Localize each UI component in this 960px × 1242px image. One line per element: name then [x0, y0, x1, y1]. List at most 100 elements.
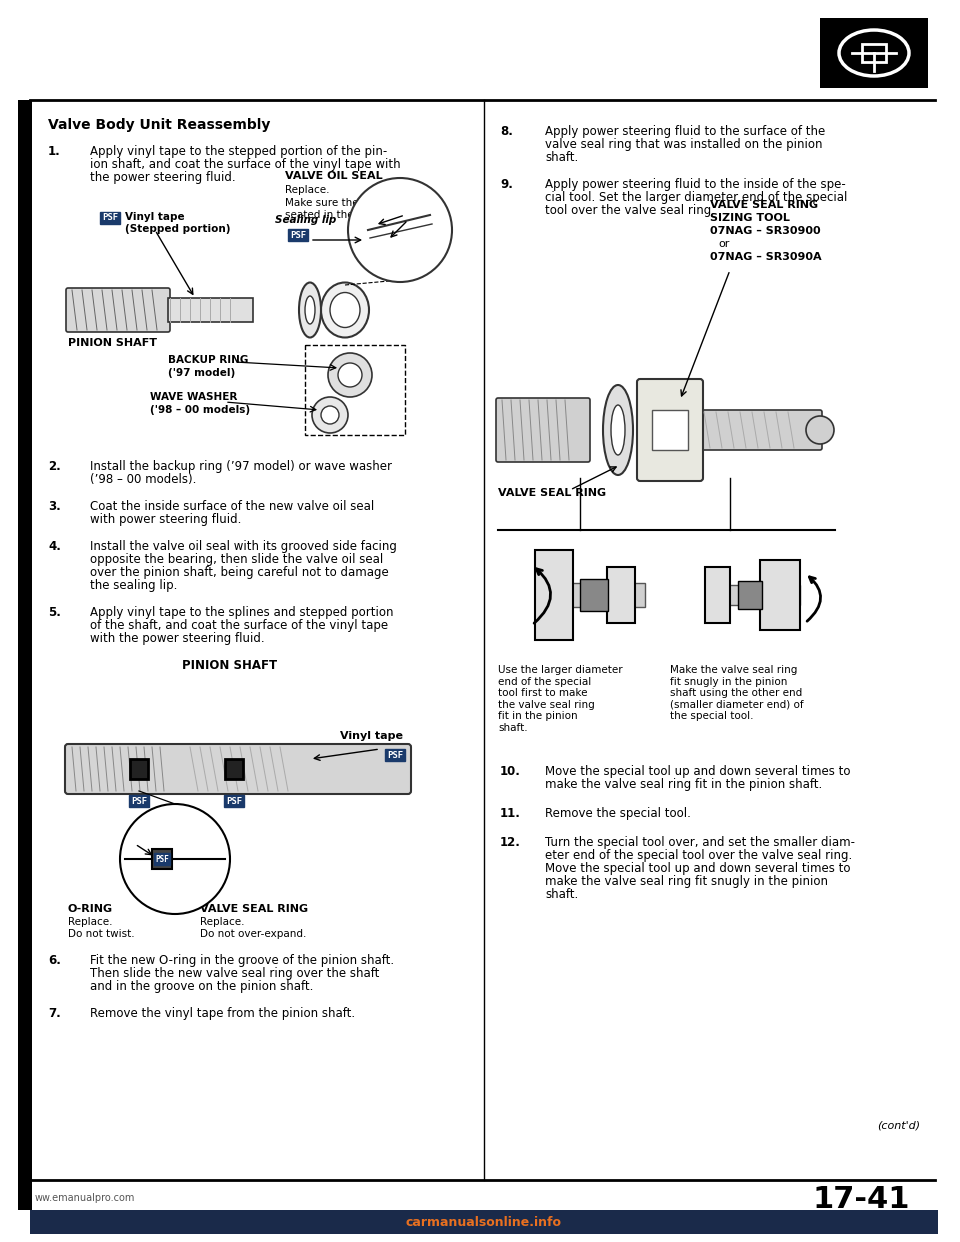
Text: PSF: PSF — [226, 796, 242, 806]
FancyBboxPatch shape — [580, 579, 608, 611]
Text: PINION SHAFT: PINION SHAFT — [68, 338, 157, 348]
FancyBboxPatch shape — [66, 288, 170, 332]
Text: ('97 model): ('97 model) — [168, 368, 235, 378]
Text: Apply vinyl tape to the splines and stepped portion: Apply vinyl tape to the splines and step… — [90, 606, 394, 619]
FancyBboxPatch shape — [18, 101, 32, 1210]
FancyBboxPatch shape — [862, 43, 886, 62]
Text: with the power steering fluid.: with the power steering fluid. — [90, 632, 265, 645]
Text: 9.: 9. — [500, 178, 513, 191]
Text: Apply power steering fluid to the surface of the: Apply power steering fluid to the surfac… — [545, 125, 826, 138]
Ellipse shape — [305, 296, 315, 324]
Text: seated in the oil seal.: seated in the oil seal. — [285, 210, 397, 220]
Text: Install the backup ring (’97 model) or wave washer: Install the backup ring (’97 model) or w… — [90, 460, 392, 473]
FancyBboxPatch shape — [738, 581, 762, 609]
Text: opposite the bearing, then slide the valve oil seal: opposite the bearing, then slide the val… — [90, 553, 383, 566]
Text: carmanualsonline.info: carmanualsonline.info — [406, 1216, 562, 1228]
FancyBboxPatch shape — [652, 410, 688, 450]
Text: 07NAG – SR30900: 07NAG – SR30900 — [710, 226, 821, 236]
Text: 6.: 6. — [48, 954, 60, 968]
Text: 17-41: 17-41 — [812, 1185, 910, 1213]
Text: over the pinion shaft, being careful not to damage: over the pinion shaft, being careful not… — [90, 566, 389, 579]
FancyBboxPatch shape — [30, 1210, 938, 1235]
Text: shaft.: shaft. — [545, 152, 578, 164]
Text: BACKUP RING: BACKUP RING — [168, 355, 249, 365]
FancyBboxPatch shape — [705, 585, 800, 605]
Circle shape — [348, 178, 452, 282]
Text: Replace.: Replace. — [285, 185, 329, 195]
Circle shape — [312, 397, 348, 433]
Text: PSF: PSF — [156, 854, 169, 863]
Circle shape — [120, 804, 230, 914]
Text: PSF: PSF — [102, 214, 118, 222]
Text: Move the special tool up and down several times to: Move the special tool up and down severa… — [545, 862, 851, 876]
Circle shape — [338, 363, 362, 388]
Text: PINION SHAFT: PINION SHAFT — [182, 660, 277, 672]
Text: WAVE WASHER: WAVE WASHER — [150, 392, 237, 402]
Text: Move the special tool up and down several times to: Move the special tool up and down severa… — [545, 765, 851, 777]
Text: 07NAG – SR3090A: 07NAG – SR3090A — [710, 252, 822, 262]
Text: Then slide the new valve seal ring over the shaft: Then slide the new valve seal ring over … — [90, 968, 379, 980]
Text: Use the larger diameter
end of the special
tool first to make
the valve seal rin: Use the larger diameter end of the speci… — [498, 664, 623, 733]
Circle shape — [806, 416, 834, 443]
Text: and in the groove on the pinion shaft.: and in the groove on the pinion shaft. — [90, 980, 313, 994]
Text: Valve Body Unit Reassembly: Valve Body Unit Reassembly — [48, 118, 271, 132]
FancyBboxPatch shape — [705, 568, 730, 623]
FancyBboxPatch shape — [535, 582, 645, 607]
Text: (cont'd): (cont'd) — [876, 1120, 920, 1130]
Text: VALVE SEAL RING: VALVE SEAL RING — [710, 200, 818, 210]
Text: 4.: 4. — [48, 540, 60, 553]
FancyBboxPatch shape — [152, 850, 172, 869]
Text: of the shaft, and coat the surface of the vinyl tape: of the shaft, and coat the surface of th… — [90, 619, 388, 632]
Text: eter end of the special tool over the valve seal ring.: eter end of the special tool over the va… — [545, 850, 852, 862]
FancyBboxPatch shape — [65, 744, 411, 794]
Text: 8.: 8. — [500, 125, 513, 138]
Text: make the valve seal ring fit snugly in the pinion: make the valve seal ring fit snugly in t… — [545, 876, 828, 888]
Text: O-RING: O-RING — [68, 904, 113, 914]
Ellipse shape — [839, 30, 909, 76]
FancyBboxPatch shape — [496, 397, 590, 462]
Text: 11.: 11. — [500, 807, 521, 820]
Text: cial tool. Set the larger diameter end of the special: cial tool. Set the larger diameter end o… — [545, 191, 848, 204]
Text: Sealing lip: Sealing lip — [275, 215, 336, 225]
Text: Apply vinyl tape to the stepped portion of the pin-: Apply vinyl tape to the stepped portion … — [90, 145, 387, 158]
Text: 5.: 5. — [48, 606, 60, 619]
Text: Replace.: Replace. — [68, 917, 112, 927]
Text: VALVE OIL SEAL: VALVE OIL SEAL — [285, 171, 383, 181]
Text: PSF: PSF — [290, 231, 306, 240]
Text: Make the valve seal ring
fit snugly in the pinion
shaft using the other end
(sma: Make the valve seal ring fit snugly in t… — [670, 664, 804, 722]
Ellipse shape — [603, 385, 633, 474]
Text: PSF: PSF — [387, 750, 403, 760]
Text: Turn the special tool over, and set the smaller diam-: Turn the special tool over, and set the … — [545, 836, 855, 850]
Text: ww.emanualpro.com: ww.emanualpro.com — [35, 1194, 135, 1203]
Text: make the valve seal ring fit in the pinion shaft.: make the valve seal ring fit in the pini… — [545, 777, 823, 791]
FancyBboxPatch shape — [637, 379, 703, 481]
FancyBboxPatch shape — [820, 17, 928, 88]
Ellipse shape — [611, 405, 625, 455]
Text: Do not over-expand.: Do not over-expand. — [200, 929, 306, 939]
FancyBboxPatch shape — [760, 560, 800, 630]
Text: or: or — [718, 238, 730, 248]
Text: Remove the special tool.: Remove the special tool. — [545, 807, 691, 820]
Text: VALVE SEAL RING: VALVE SEAL RING — [498, 488, 606, 498]
Text: Apply power steering fluid to the inside of the spe-: Apply power steering fluid to the inside… — [545, 178, 846, 191]
Text: SIZING TOOL: SIZING TOOL — [710, 212, 790, 224]
Text: Make sure the spring is: Make sure the spring is — [285, 197, 406, 207]
FancyBboxPatch shape — [535, 550, 573, 640]
FancyBboxPatch shape — [607, 568, 635, 623]
Text: (’98 – 00 models).: (’98 – 00 models). — [90, 473, 197, 486]
Text: the power steering fluid.: the power steering fluid. — [90, 171, 235, 184]
Text: VALVE SEAL RING: VALVE SEAL RING — [200, 904, 308, 914]
Text: 2.: 2. — [48, 460, 60, 473]
Text: Remove the vinyl tape from the pinion shaft.: Remove the vinyl tape from the pinion sh… — [90, 1007, 355, 1020]
FancyBboxPatch shape — [130, 759, 148, 779]
Ellipse shape — [299, 282, 321, 338]
Text: Coat the inside surface of the new valve oil seal: Coat the inside surface of the new valve… — [90, 501, 374, 513]
Text: 10.: 10. — [500, 765, 521, 777]
Text: tool over the valve seal ring.: tool over the valve seal ring. — [545, 204, 715, 217]
Text: Fit the new O-ring in the groove of the pinion shaft.: Fit the new O-ring in the groove of the … — [90, 954, 395, 968]
Text: 3.: 3. — [48, 501, 60, 513]
FancyBboxPatch shape — [698, 410, 822, 450]
Text: (Stepped portion): (Stepped portion) — [125, 224, 230, 233]
FancyBboxPatch shape — [225, 759, 243, 779]
Text: valve seal ring that was installed on the pinion: valve seal ring that was installed on th… — [545, 138, 823, 152]
